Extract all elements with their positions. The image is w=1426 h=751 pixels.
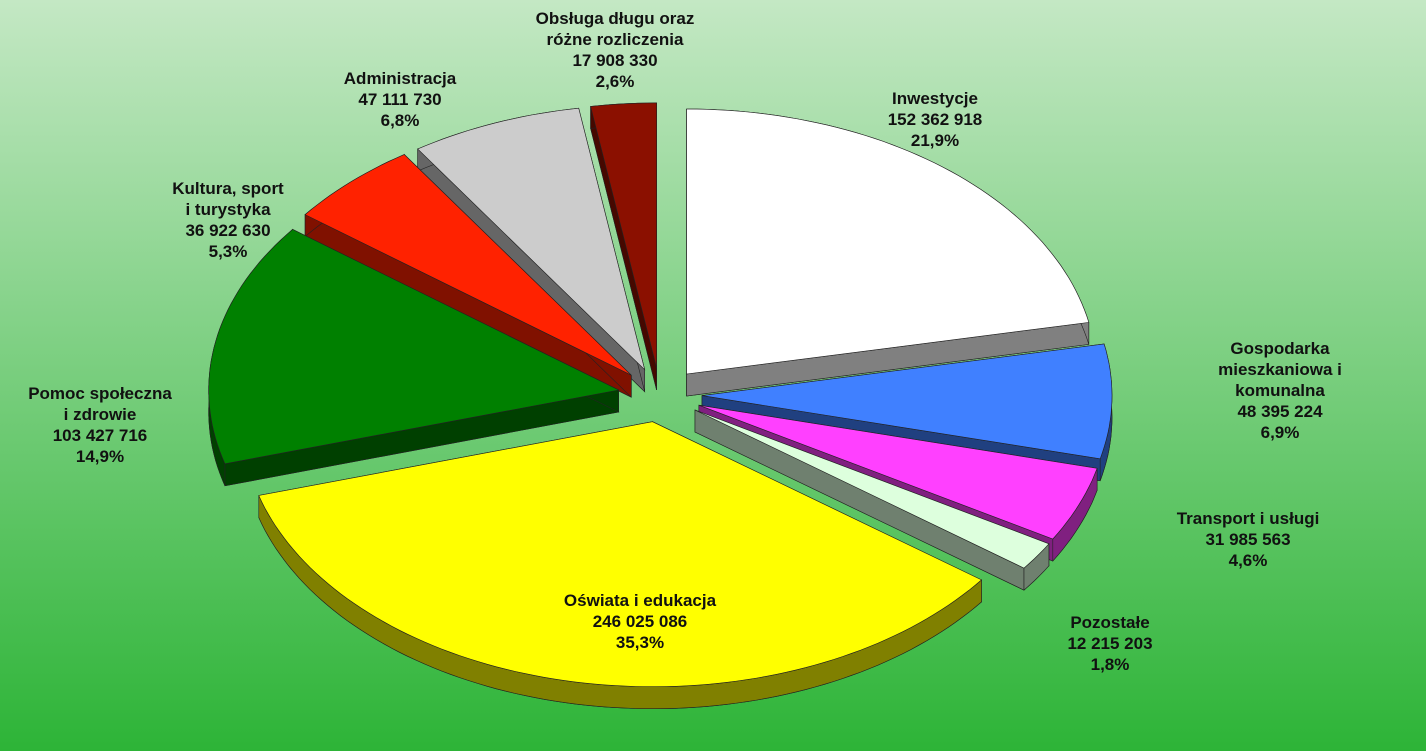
category-label: Gospodarka mieszkaniowa i komunalna bbox=[1218, 339, 1342, 400]
percent-label: 14,9% bbox=[75, 447, 125, 466]
percent-label: 6,9% bbox=[1260, 423, 1300, 442]
slice bbox=[701, 343, 1113, 482]
slice bbox=[686, 108, 1090, 397]
slice bbox=[590, 102, 657, 390]
category-label: Administracja bbox=[343, 69, 457, 88]
slice-label: Kultura, sport i turystyka 36 922 630 5,3% bbox=[172, 178, 283, 262]
slice bbox=[258, 421, 983, 710]
slice bbox=[417, 107, 646, 393]
value-label: 36 922 630 bbox=[185, 221, 271, 240]
category-label: Pomoc społeczna i zdrowie bbox=[28, 384, 172, 424]
slice bbox=[701, 343, 1113, 460]
slice bbox=[417, 107, 646, 371]
slice-label: Gospodarka mieszkaniowa i komunalna 48 39… bbox=[1207, 338, 1353, 443]
value-label: 48 395 224 bbox=[1237, 402, 1323, 421]
slice bbox=[590, 102, 657, 368]
slice-label: Pomoc społeczna i zdrowie 103 427 716 14,9… bbox=[28, 383, 172, 467]
slice bbox=[304, 153, 632, 398]
percent-label: 35,3% bbox=[615, 633, 665, 652]
percent-label: 6,8% bbox=[380, 111, 420, 130]
slice-label: Oświata i edukacja 246 025 086 35,3% bbox=[564, 590, 716, 653]
value-label: 246 025 086 bbox=[592, 612, 688, 631]
slice-label: Pozostałe 12 215 203 1,8% bbox=[1067, 612, 1152, 675]
value-label: 103 427 716 bbox=[52, 426, 148, 445]
category-label: Kultura, sport i turystyka bbox=[172, 179, 284, 219]
value-label: 12 215 203 bbox=[1067, 634, 1153, 653]
percent-label: 1,8% bbox=[1090, 655, 1130, 674]
value-label: 17 908 330 bbox=[572, 51, 658, 70]
slice-label: Transport i usługi 31 985 563 4,6% bbox=[1177, 508, 1320, 571]
value-label: 152 362 918 bbox=[887, 110, 983, 129]
category-label: Transport i usługi bbox=[1176, 509, 1320, 528]
slice bbox=[694, 409, 1050, 569]
value-label: 47 111 730 bbox=[358, 90, 442, 109]
category-label: Oświata i edukacja bbox=[563, 591, 717, 610]
percent-label: 4,6% bbox=[1228, 551, 1268, 570]
percent-label: 2,6% bbox=[595, 72, 635, 91]
slice bbox=[208, 229, 620, 465]
percent-label: 21,9% bbox=[910, 131, 960, 150]
slice-label: Obsługa długu oraz różne rozliczenia 17 9… bbox=[536, 8, 695, 92]
slice bbox=[208, 228, 620, 487]
percent-label: 5,3% bbox=[208, 242, 248, 261]
slice bbox=[694, 409, 1050, 591]
slice bbox=[698, 404, 1098, 540]
slice-label: Administracja 47 111 730 6,8% bbox=[344, 68, 456, 131]
slice bbox=[304, 154, 632, 376]
value-label: 31 985 563 bbox=[1205, 530, 1291, 549]
category-label: Obsługa długu oraz różne rozliczenia bbox=[535, 9, 695, 49]
slice bbox=[258, 421, 983, 688]
category-label: Pozostałe bbox=[1070, 613, 1150, 632]
slice-label: Inwestycje 152 362 918 21,9% bbox=[888, 88, 983, 151]
category-label: Inwestycje bbox=[891, 89, 978, 108]
slice bbox=[686, 108, 1090, 375]
